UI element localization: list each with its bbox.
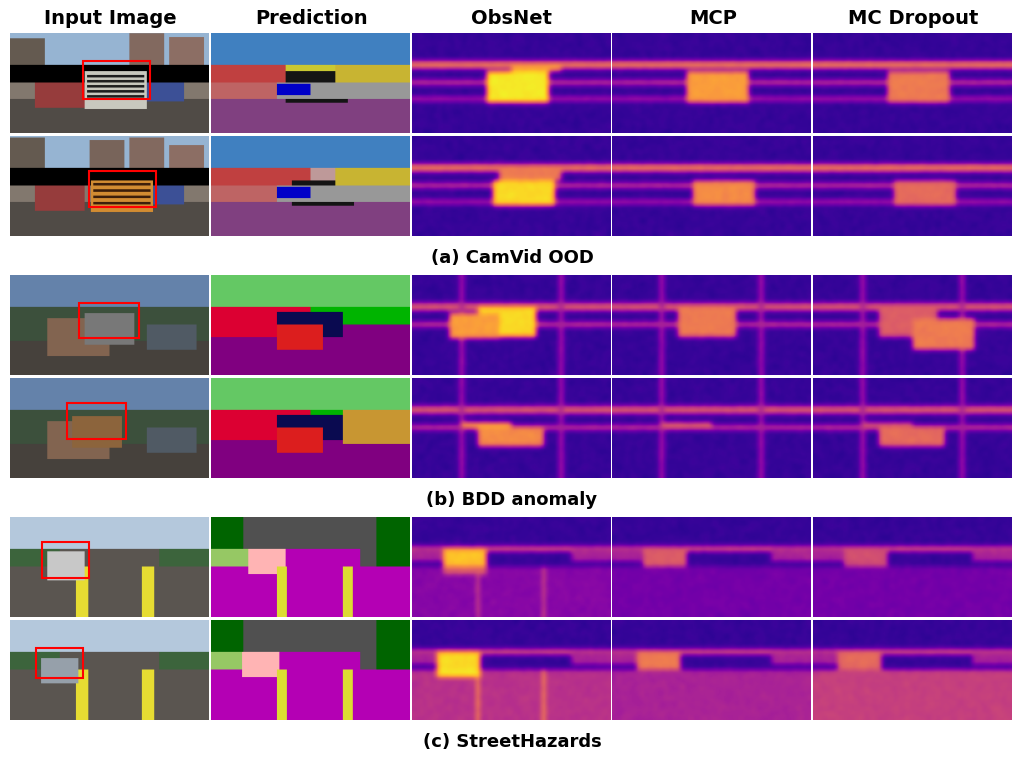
Text: ObsNet: ObsNet	[471, 9, 553, 28]
Text: (b) BDD anomaly: (b) BDD anomaly	[426, 490, 598, 509]
Text: Prediction: Prediction	[255, 9, 368, 28]
Bar	[42, 542, 89, 578]
Text: MCP: MCP	[689, 9, 736, 28]
Bar	[79, 303, 138, 338]
Text: (a) CamVid OOD: (a) CamVid OOD	[430, 249, 594, 267]
Bar	[67, 403, 126, 439]
Text: Input Image: Input Image	[44, 9, 177, 28]
Text: MC Dropout: MC Dropout	[848, 9, 979, 28]
Text: (c) StreetHazards: (c) StreetHazards	[423, 733, 601, 751]
Bar	[83, 61, 150, 99]
Bar	[89, 171, 156, 207]
Bar	[36, 648, 83, 678]
